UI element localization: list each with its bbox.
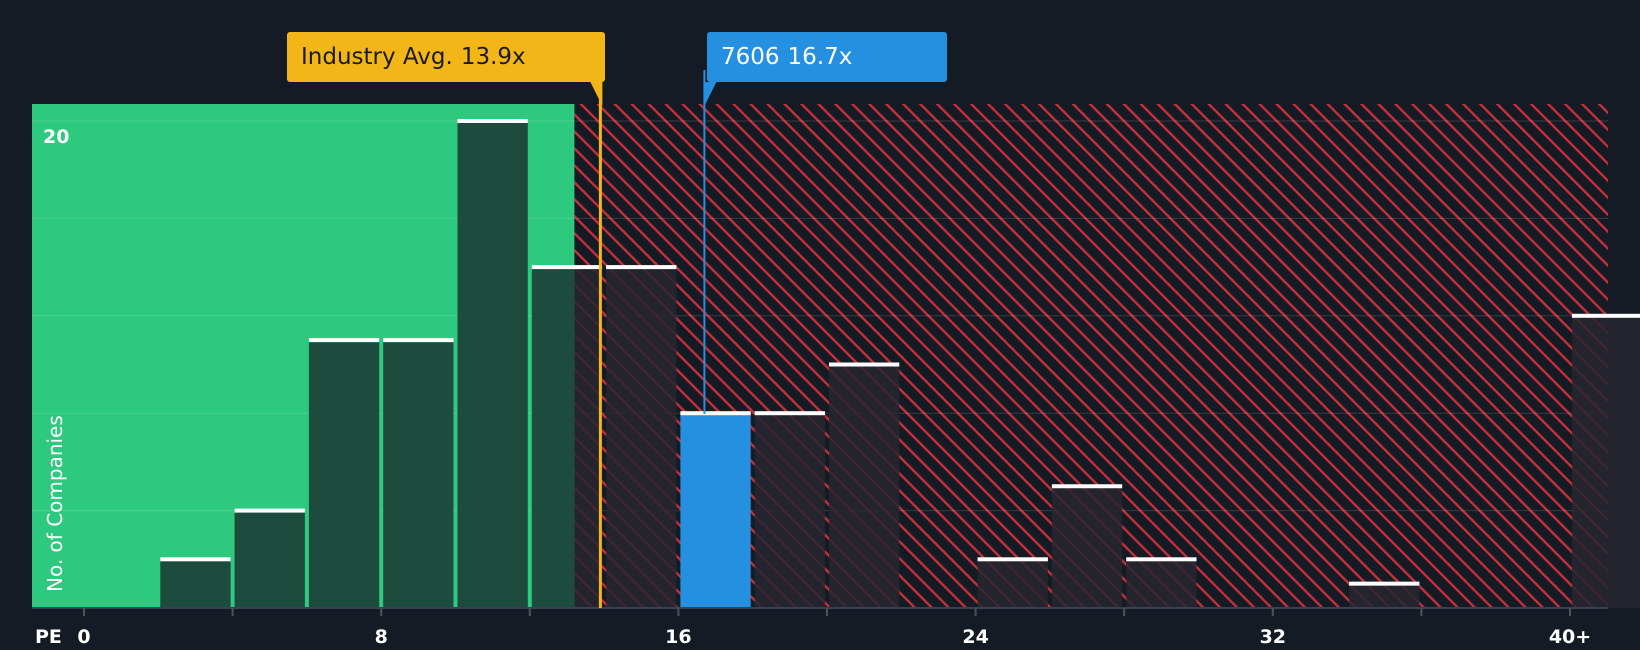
x-tick-label: 32	[1260, 626, 1286, 648]
reference-markers	[590, 70, 717, 608]
bar-body	[1051, 486, 1123, 608]
bar-body-fair-part	[531, 267, 575, 608]
company-ticker-label: 7606	[721, 44, 780, 70]
histogram-bar	[1051, 484, 1123, 608]
histogram-bar	[457, 119, 528, 608]
histogram-bar	[1126, 557, 1197, 608]
x-tick-label: 8	[375, 626, 388, 648]
bar-cap	[606, 265, 677, 270]
histogram-bar	[1349, 581, 1420, 608]
bar-cap	[383, 338, 454, 343]
bar-body	[1572, 315, 1640, 608]
histogram-bar	[531, 265, 603, 608]
company-bar	[680, 411, 751, 608]
bar-cap	[1572, 313, 1640, 318]
bar-body	[829, 364, 900, 608]
histogram-bar	[160, 557, 231, 608]
x-axis-label: PE	[35, 626, 62, 648]
industry-average-callout: Industry Avg. 13.9x	[287, 32, 605, 82]
x-axis-ticks: 0 8 16 24 32 40+	[77, 608, 1591, 648]
bar-cap	[1051, 484, 1123, 489]
bar-body	[160, 559, 231, 608]
industry-average-value: 13.9x	[460, 44, 526, 70]
industry-callout-pointer	[590, 82, 603, 106]
company-pe-value: 16.7x	[787, 44, 853, 70]
histogram-bar	[383, 338, 454, 608]
bar-cap	[457, 119, 528, 123]
bar-cap	[234, 508, 305, 513]
company-callout-pointer	[704, 82, 717, 106]
histogram-bar	[234, 508, 305, 608]
bar-body	[1349, 583, 1420, 608]
bar-body	[1126, 559, 1197, 608]
company-pe-callout: 7606 16.7x	[707, 32, 947, 82]
histogram-bar	[977, 557, 1048, 608]
y-tick-label: 20	[43, 126, 69, 148]
x-tick-label: 40+	[1549, 626, 1591, 648]
x-tick-label: 16	[665, 626, 691, 648]
bar-body	[754, 413, 825, 608]
histogram-bar	[1572, 313, 1640, 608]
bar-series	[160, 119, 1640, 608]
bar-cap	[680, 411, 751, 416]
bar-cap	[977, 557, 1048, 562]
bar-body	[680, 413, 751, 608]
histogram-bar	[829, 362, 900, 608]
industry-average-label: Industry Avg.	[301, 44, 453, 70]
bar-cap	[308, 338, 380, 343]
y-axis-ticks: 20	[43, 126, 69, 148]
bar-cap	[1126, 557, 1197, 562]
bar-body	[308, 340, 380, 608]
bar-body	[234, 510, 305, 608]
y-axis-label: No. of Companies	[43, 415, 67, 592]
bar-body	[606, 267, 677, 608]
x-tick-label: 0	[77, 626, 90, 648]
histogram-bar	[606, 265, 677, 608]
bar-cap	[1349, 581, 1420, 586]
x-tick-label: 24	[962, 626, 988, 648]
bar-body	[383, 340, 454, 608]
bar-body	[457, 121, 528, 608]
bar-body-over-part	[574, 267, 603, 608]
bar-cap	[754, 411, 825, 416]
bar-cap	[160, 557, 231, 562]
bar-cap	[531, 265, 603, 270]
histogram-bar	[754, 411, 825, 608]
histogram-bar	[308, 338, 380, 608]
bar-cap	[829, 362, 900, 367]
bar-body	[977, 559, 1048, 608]
